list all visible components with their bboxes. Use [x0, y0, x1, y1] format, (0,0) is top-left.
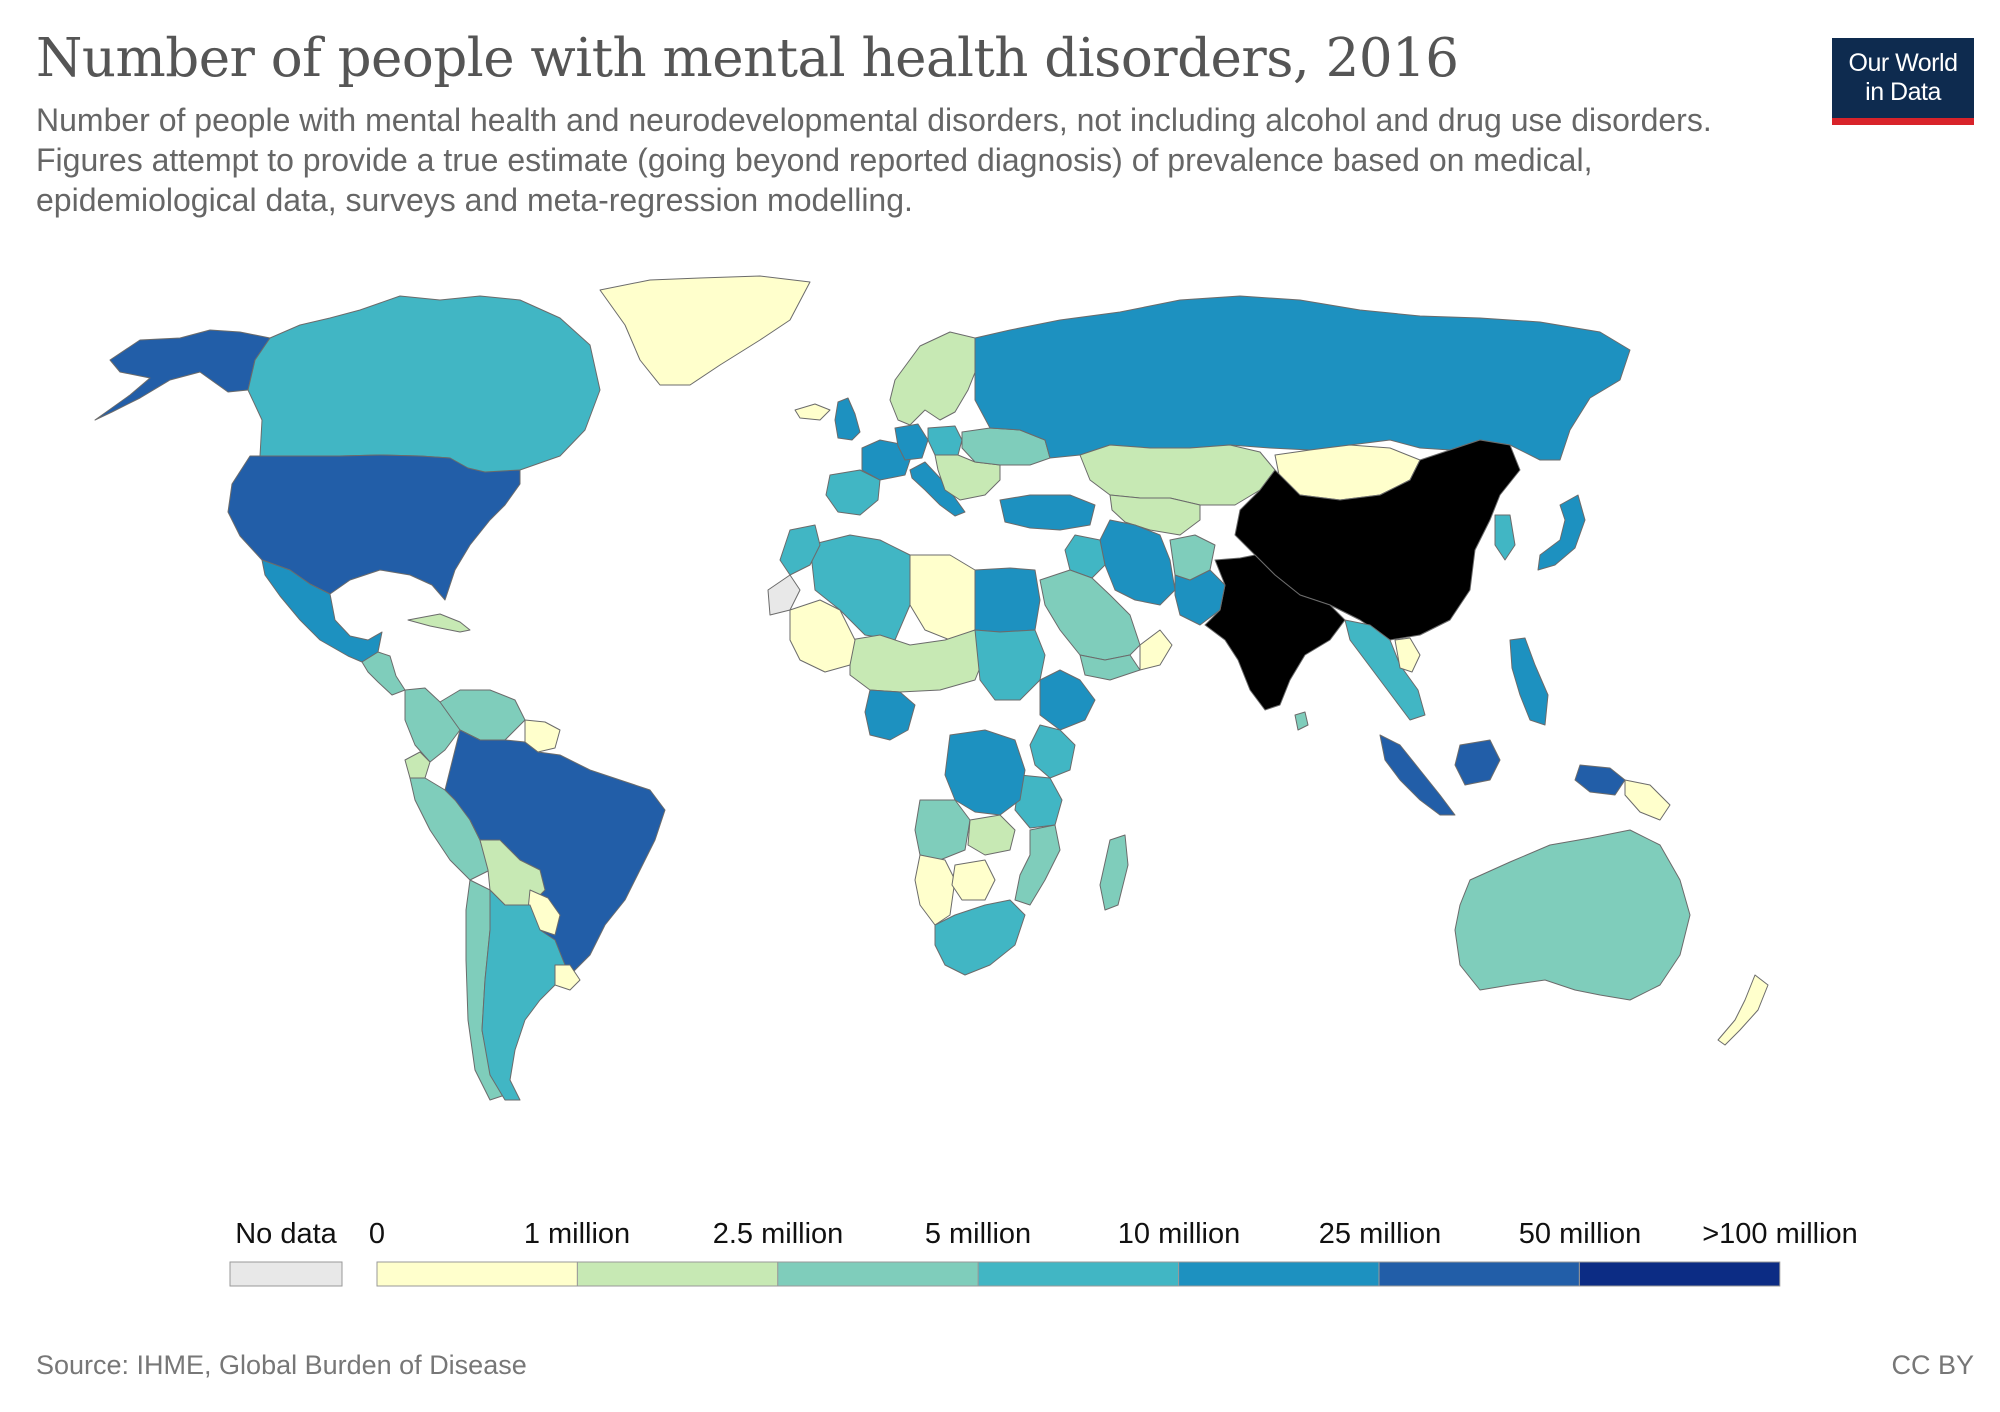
- region-mozambique[interactable]: [1014, 824, 1061, 906]
- legend-swatch-4: [1178, 1261, 1380, 1287]
- region-india[interactable]: [1204, 554, 1346, 711]
- legend-swatch-5: [1378, 1261, 1580, 1287]
- region-sumatra-indonesia[interactable]: [1379, 734, 1456, 816]
- region-italy[interactable]: [909, 461, 966, 517]
- region-new-zealand[interactable]: [1717, 974, 1769, 1046]
- region-new-guinea-indonesia[interactable]: [1574, 764, 1626, 796]
- region-western-sahara[interactable]: [767, 574, 801, 616]
- legend-tick-2: 2.5 million: [712, 1218, 844, 1250]
- region-eastern-europe[interactable]: [934, 454, 1001, 501]
- region-japan[interactable]: [1537, 494, 1586, 571]
- region-brazil[interactable]: [444, 729, 666, 976]
- region-morocco[interactable]: [779, 524, 821, 576]
- region-south-africa[interactable]: [934, 899, 1026, 976]
- region-turkey[interactable]: [999, 494, 1096, 531]
- source-note[interactable]: Source: IHME, Global Burden of Disease: [36, 1350, 527, 1380]
- region-central-asia[interactable]: [1109, 494, 1201, 536]
- region-nigeria[interactable]: [864, 689, 916, 741]
- logo-line-2: in Data: [1865, 78, 1941, 106]
- region-kenya[interactable]: [1029, 724, 1076, 779]
- owid-logo[interactable]: Our World in Data: [1832, 38, 1974, 125]
- legend-swatch-2: [777, 1261, 979, 1287]
- license-label[interactable]: CC BY: [1891, 1350, 1974, 1380]
- region-angola[interactable]: [914, 799, 971, 861]
- region-oman[interactable]: [1139, 629, 1173, 671]
- region-mexico[interactable]: [261, 559, 383, 663]
- region-namibia[interactable]: [914, 854, 956, 926]
- legend-tick-1: 1 million: [523, 1218, 631, 1250]
- region-mali[interactable]: [789, 599, 856, 673]
- region-france[interactable]: [861, 439, 911, 481]
- legend-tick-4: 10 million: [1117, 1218, 1241, 1250]
- region-southeast-asia-mainland[interactable]: [1344, 619, 1426, 721]
- region-borneo[interactable]: [1454, 739, 1501, 786]
- region-spain[interactable]: [825, 469, 881, 516]
- region-laos[interactable]: [1394, 637, 1421, 673]
- legend-swatch-6: [1578, 1261, 1781, 1287]
- legend-tick-6: 50 million: [1518, 1218, 1642, 1250]
- region-australia[interactable]: [1454, 829, 1691, 1001]
- region-germany[interactable]: [894, 423, 929, 461]
- region-zambia[interactable]: [967, 814, 1016, 856]
- region-philippines[interactable]: [1509, 637, 1549, 726]
- legend-no-data-label: No data: [235, 1218, 337, 1250]
- region-uruguay[interactable]: [554, 964, 581, 991]
- region-alaska-usa[interactable]: [94, 329, 271, 421]
- region-algeria[interactable]: [809, 534, 911, 641]
- region-greenland[interactable]: [599, 275, 811, 386]
- region-ecuador[interactable]: [404, 751, 431, 779]
- region-sri-lanka[interactable]: [1294, 711, 1309, 731]
- legend-tick-0: 0: [368, 1218, 386, 1250]
- region-united-kingdom[interactable]: [834, 397, 861, 441]
- region-iceland[interactable]: [794, 403, 831, 421]
- legend-swatch-3: [977, 1261, 1180, 1287]
- chart-subtitle: Number of people with mental health and …: [36, 102, 1712, 218]
- region-afghanistan[interactable]: [1169, 534, 1216, 581]
- legend-tick-5: 25 million: [1318, 1218, 1442, 1250]
- legend-no-data-swatch: [229, 1261, 343, 1287]
- region-madagascar[interactable]: [1099, 834, 1129, 911]
- region-dr-congo[interactable]: [944, 729, 1026, 816]
- region-caribbean[interactable]: [407, 613, 471, 633]
- legend-tick-3: 5 million: [924, 1218, 1032, 1250]
- region-ethiopia[interactable]: [1039, 669, 1096, 731]
- legend-tick-7: >100 million: [1702, 1218, 1858, 1250]
- legend-swatch-0: [376, 1261, 578, 1287]
- region-papua-new-guinea[interactable]: [1624, 779, 1671, 821]
- region-argentina[interactable]: [481, 889, 566, 1101]
- legend-swatch-1: [576, 1261, 779, 1287]
- region-saudi-arabia[interactable]: [1039, 569, 1141, 661]
- region-guianas[interactable]: [524, 719, 561, 753]
- region-botswana[interactable]: [951, 859, 996, 901]
- region-korea[interactable]: [1494, 514, 1516, 561]
- region-scandinavia[interactable]: [889, 331, 981, 426]
- logo-line-1: Our World: [1848, 49, 1958, 77]
- chart-title: Number of people with mental health diso…: [36, 28, 1459, 89]
